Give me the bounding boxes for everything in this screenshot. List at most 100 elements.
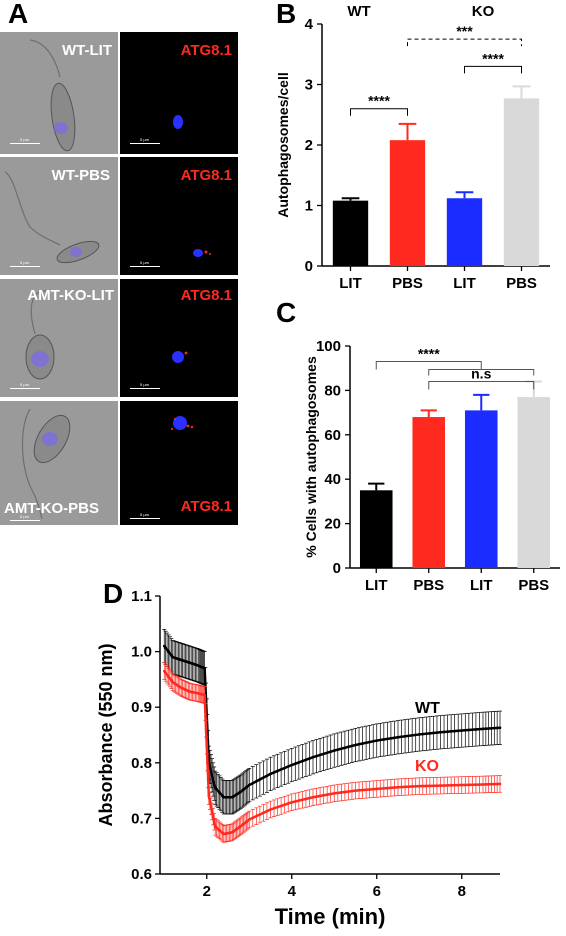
brightfield-image: AMT-KO-LIT 5 µm bbox=[0, 279, 118, 397]
brightfield-image: WT-LIT 5 µm bbox=[0, 32, 118, 154]
parasite-shape bbox=[25, 290, 55, 380]
micrograph-label: WT-PBS bbox=[51, 167, 110, 184]
data-point bbox=[329, 750, 333, 753]
scale-bar-label: 5 µm bbox=[20, 260, 29, 265]
data-point bbox=[164, 671, 167, 675]
data-point bbox=[439, 730, 442, 734]
fluorescence-signal bbox=[173, 115, 183, 129]
y-tick-label: 1.0 bbox=[131, 644, 152, 661]
data-point bbox=[318, 794, 322, 798]
significance-label: n.s bbox=[471, 366, 491, 382]
data-point bbox=[262, 776, 265, 779]
data-point bbox=[258, 778, 262, 781]
data-point bbox=[168, 677, 172, 680]
data-point bbox=[336, 748, 340, 751]
micrograph-label: AMT-KO-PBS bbox=[4, 500, 99, 517]
group-label-wt: WT bbox=[347, 3, 370, 20]
data-point bbox=[167, 675, 170, 678]
scale-bar-label: 5 µm bbox=[140, 512, 149, 517]
data-point bbox=[276, 769, 279, 773]
data-point bbox=[432, 784, 435, 788]
y-tick-label: 20 bbox=[324, 516, 341, 533]
data-point bbox=[207, 794, 211, 798]
data-point bbox=[375, 739, 379, 742]
data-point bbox=[357, 742, 361, 746]
data-point bbox=[206, 761, 209, 764]
data-point bbox=[279, 768, 283, 771]
fluorescence-image: ATG8.1 5 µm bbox=[120, 32, 238, 154]
data-point bbox=[209, 769, 213, 773]
data-point bbox=[484, 727, 488, 730]
data-point bbox=[378, 738, 382, 742]
y-tick-label: 2 bbox=[305, 137, 313, 154]
data-point bbox=[428, 784, 432, 788]
data-point bbox=[400, 735, 403, 739]
data-point bbox=[350, 744, 354, 748]
data-point bbox=[382, 787, 386, 790]
y-tick-label: 1.1 bbox=[131, 588, 152, 605]
fluorescence-image: ATG8.1 5 µm bbox=[120, 279, 238, 397]
data-point bbox=[347, 745, 350, 749]
fluorescence-signal bbox=[172, 351, 188, 363]
data-point bbox=[325, 793, 329, 796]
data-point bbox=[329, 792, 333, 796]
data-point bbox=[262, 811, 265, 815]
data-point bbox=[293, 800, 297, 803]
data-point bbox=[272, 771, 276, 774]
parasite-shape bbox=[21, 408, 71, 520]
data-point bbox=[495, 726, 499, 730]
data-point bbox=[162, 669, 166, 673]
data-point bbox=[255, 780, 258, 783]
y-tick-label: 3 bbox=[305, 77, 313, 94]
data-point bbox=[382, 738, 386, 741]
data-point bbox=[283, 766, 286, 770]
data-point bbox=[258, 813, 262, 816]
data-point bbox=[293, 762, 297, 766]
data-point bbox=[203, 666, 206, 670]
data-point bbox=[322, 752, 325, 756]
data-point bbox=[251, 816, 255, 820]
data-point bbox=[315, 754, 318, 758]
data-point bbox=[481, 783, 485, 786]
x-tick-label: LIT bbox=[339, 275, 362, 292]
scale-bar bbox=[10, 388, 40, 389]
data-point bbox=[340, 791, 343, 794]
data-point bbox=[354, 743, 357, 747]
data-point bbox=[205, 744, 209, 747]
scale-bar bbox=[10, 266, 40, 267]
significance-label: **** bbox=[418, 346, 440, 362]
data-point bbox=[318, 753, 322, 757]
data-point bbox=[471, 728, 474, 732]
data-point bbox=[210, 774, 214, 777]
data-point bbox=[255, 814, 258, 818]
data-point bbox=[165, 673, 169, 677]
scale-bar-label: 5 µm bbox=[140, 260, 149, 265]
data-point bbox=[165, 648, 169, 652]
marker-label: ATG8.1 bbox=[180, 167, 232, 184]
data-point bbox=[311, 795, 315, 799]
x-tick-label: 8 bbox=[458, 883, 466, 900]
significance-bracket bbox=[407, 38, 522, 47]
x-tick-label: 6 bbox=[373, 883, 381, 900]
y-tick-label: 60 bbox=[324, 427, 341, 444]
x-tick-label: LIT bbox=[470, 577, 493, 594]
data-point bbox=[498, 782, 502, 786]
data-point bbox=[446, 730, 449, 733]
data-point bbox=[162, 644, 166, 648]
data-point bbox=[265, 809, 269, 813]
y-tick-label: 40 bbox=[324, 471, 341, 488]
data-point bbox=[203, 693, 206, 697]
data-point bbox=[211, 815, 215, 818]
bar bbox=[332, 200, 369, 266]
y-axis-label: % Cells with autophagosomes bbox=[303, 356, 319, 558]
data-point bbox=[432, 731, 435, 735]
scale-bar-label: 5 µm bbox=[20, 137, 29, 142]
y-tick-label: 100 bbox=[316, 338, 341, 355]
brightfield-image: WT-PBS 5 µm bbox=[0, 157, 118, 275]
data-point bbox=[495, 782, 499, 786]
data-point bbox=[456, 729, 460, 733]
marker-label: ATG8.1 bbox=[180, 42, 232, 59]
data-point bbox=[208, 799, 212, 803]
data-point bbox=[325, 751, 329, 755]
data-point bbox=[487, 782, 490, 786]
